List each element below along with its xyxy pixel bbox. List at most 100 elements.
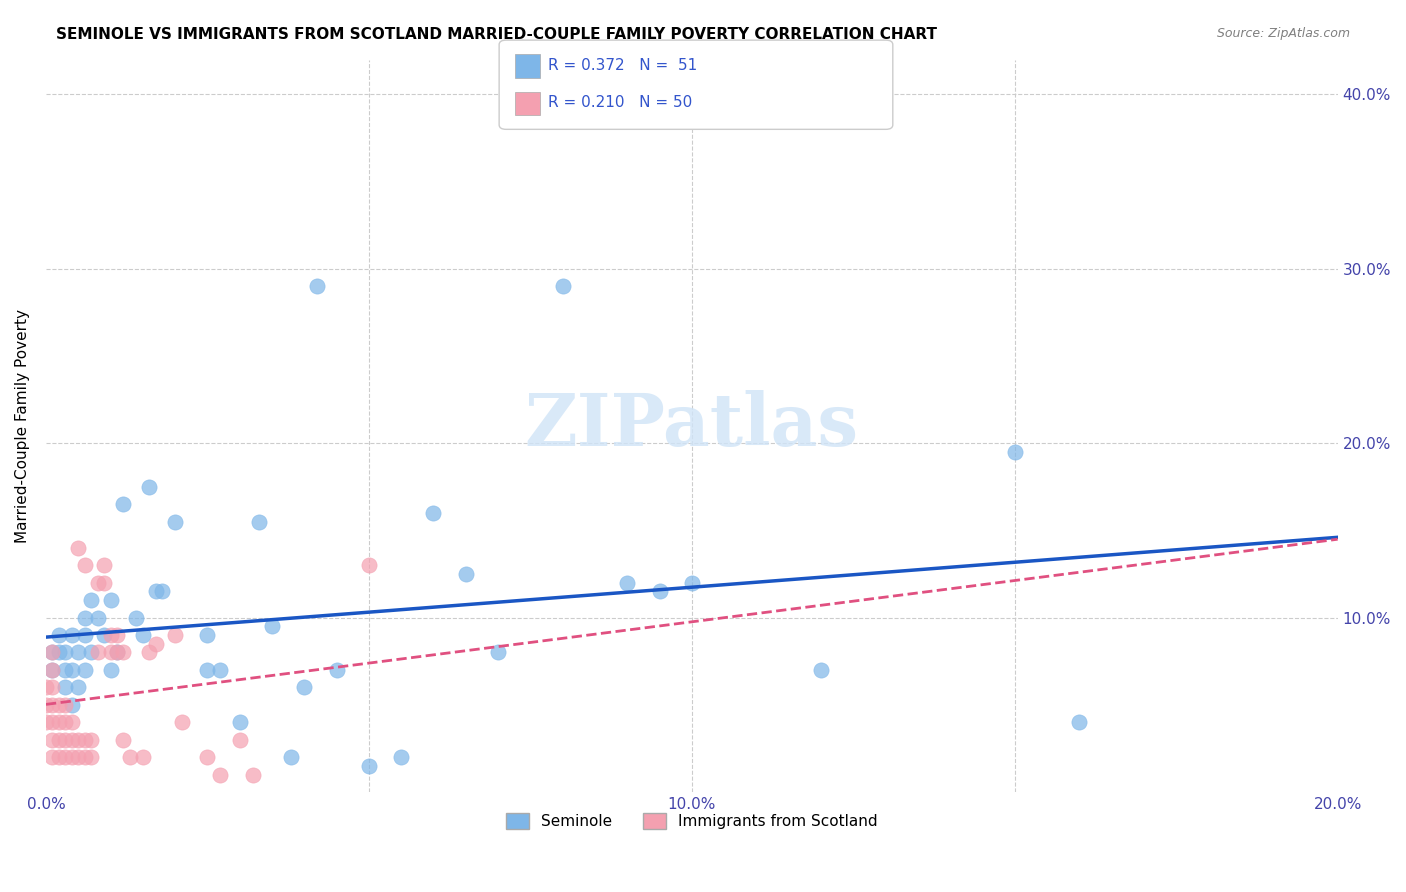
Point [41, 645, 63, 659]
Point [197, 628, 219, 642]
Point [60, 750, 83, 764]
Point [53, 645, 76, 659]
Point [100, 628, 122, 642]
Point [150, 584, 173, 599]
Point [138, 480, 160, 494]
Point [86, 645, 108, 659]
Point [228, 715, 250, 730]
Point [41, 750, 63, 764]
Point [60, 732, 83, 747]
Point [242, 767, 264, 781]
Point [48, 698, 70, 712]
Point [454, 566, 477, 581]
Point [616, 575, 638, 590]
Point [41, 663, 63, 677]
Text: SEMINOLE VS IMMIGRANTS FROM SCOTLAND MARRIED-COUPLE FAMILY POVERTY CORRELATION C: SEMINOLE VS IMMIGRANTS FROM SCOTLAND MAR… [56, 27, 938, 42]
Point [67, 541, 90, 555]
Point [73, 663, 96, 677]
Point [648, 584, 671, 599]
Point [1004, 445, 1026, 459]
Point [35, 698, 58, 712]
Point [112, 497, 135, 511]
Point [132, 628, 155, 642]
Point [73, 628, 96, 642]
Point [35, 715, 58, 730]
Point [105, 645, 128, 659]
Point [209, 767, 232, 781]
Text: Source: ZipAtlas.com: Source: ZipAtlas.com [1216, 27, 1350, 40]
Point [86, 575, 108, 590]
Point [280, 750, 302, 764]
Point [93, 628, 115, 642]
Point [93, 558, 115, 573]
Point [41, 681, 63, 695]
Point [100, 663, 122, 677]
Point [48, 628, 70, 642]
Point [53, 681, 76, 695]
Point [48, 750, 70, 764]
Point [125, 610, 148, 624]
Point [67, 681, 90, 695]
Point [100, 593, 122, 607]
Point [86, 610, 108, 624]
Point [209, 663, 232, 677]
Point [325, 663, 347, 677]
Point [247, 515, 270, 529]
Point [60, 698, 83, 712]
Point [53, 750, 76, 764]
Point [105, 645, 128, 659]
Point [681, 575, 703, 590]
Point [93, 575, 115, 590]
Point [67, 750, 90, 764]
Point [165, 628, 187, 642]
Point [41, 698, 63, 712]
Point [73, 750, 96, 764]
Point [53, 715, 76, 730]
Point [260, 619, 283, 633]
Point [170, 715, 193, 730]
Point [60, 628, 83, 642]
Point [112, 732, 135, 747]
Point [80, 593, 103, 607]
Point [422, 506, 444, 520]
Point [100, 645, 122, 659]
Text: R = 0.210   N = 50: R = 0.210 N = 50 [548, 95, 693, 110]
Point [60, 663, 83, 677]
Point [1069, 715, 1091, 730]
Point [292, 681, 315, 695]
Point [138, 645, 160, 659]
Point [197, 663, 219, 677]
Text: ZIPatlas: ZIPatlas [524, 391, 859, 461]
Point [35, 681, 58, 695]
Point [80, 645, 103, 659]
Point [48, 715, 70, 730]
Point [145, 637, 167, 651]
Point [551, 279, 574, 293]
Point [73, 732, 96, 747]
Point [132, 750, 155, 764]
Point [307, 279, 329, 293]
Point [118, 750, 141, 764]
Point [53, 732, 76, 747]
Point [165, 515, 187, 529]
Point [73, 610, 96, 624]
Point [48, 732, 70, 747]
Point [53, 663, 76, 677]
Point [80, 732, 103, 747]
Point [41, 645, 63, 659]
Y-axis label: Married-Couple Family Poverty: Married-Couple Family Poverty [15, 309, 30, 542]
Point [105, 628, 128, 642]
Point [357, 759, 380, 773]
Point [389, 750, 412, 764]
Text: R = 0.372   N =  51: R = 0.372 N = 51 [548, 58, 697, 72]
Point [41, 715, 63, 730]
Point [67, 645, 90, 659]
Point [60, 715, 83, 730]
Point [145, 584, 167, 599]
Point [228, 732, 250, 747]
Point [810, 663, 832, 677]
Point [197, 750, 219, 764]
Point [41, 732, 63, 747]
Point [48, 645, 70, 659]
Point [486, 645, 509, 659]
